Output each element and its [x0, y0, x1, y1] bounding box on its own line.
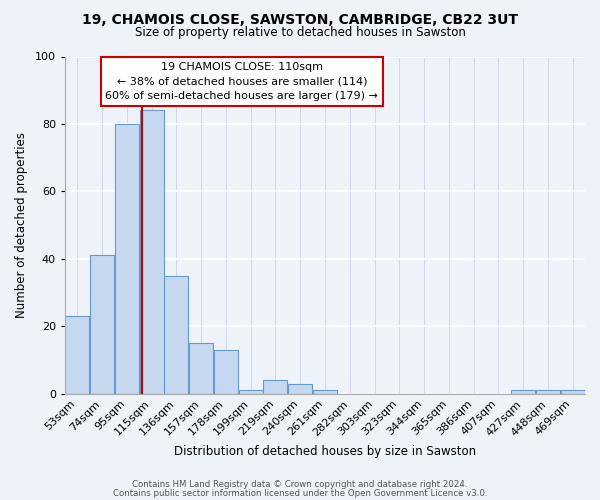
Text: Size of property relative to detached houses in Sawston: Size of property relative to detached ho… — [134, 26, 466, 39]
Bar — [263, 380, 287, 394]
Bar — [511, 390, 535, 394]
Bar — [90, 256, 114, 394]
Bar — [140, 110, 164, 394]
Bar — [536, 390, 560, 394]
Bar — [313, 390, 337, 394]
Text: Contains public sector information licensed under the Open Government Licence v3: Contains public sector information licen… — [113, 489, 487, 498]
Bar — [288, 384, 312, 394]
Bar — [214, 350, 238, 394]
Bar — [239, 390, 263, 394]
Text: 19 CHAMOIS CLOSE: 110sqm
← 38% of detached houses are smaller (114)
60% of semi-: 19 CHAMOIS CLOSE: 110sqm ← 38% of detach… — [106, 62, 378, 101]
Bar — [164, 276, 188, 394]
Bar — [189, 343, 213, 394]
X-axis label: Distribution of detached houses by size in Sawston: Distribution of detached houses by size … — [174, 444, 476, 458]
Text: 19, CHAMOIS CLOSE, SAWSTON, CAMBRIDGE, CB22 3UT: 19, CHAMOIS CLOSE, SAWSTON, CAMBRIDGE, C… — [82, 12, 518, 26]
Y-axis label: Number of detached properties: Number of detached properties — [15, 132, 28, 318]
Bar — [115, 124, 139, 394]
Bar — [560, 390, 584, 394]
Bar — [65, 316, 89, 394]
Text: Contains HM Land Registry data © Crown copyright and database right 2024.: Contains HM Land Registry data © Crown c… — [132, 480, 468, 489]
